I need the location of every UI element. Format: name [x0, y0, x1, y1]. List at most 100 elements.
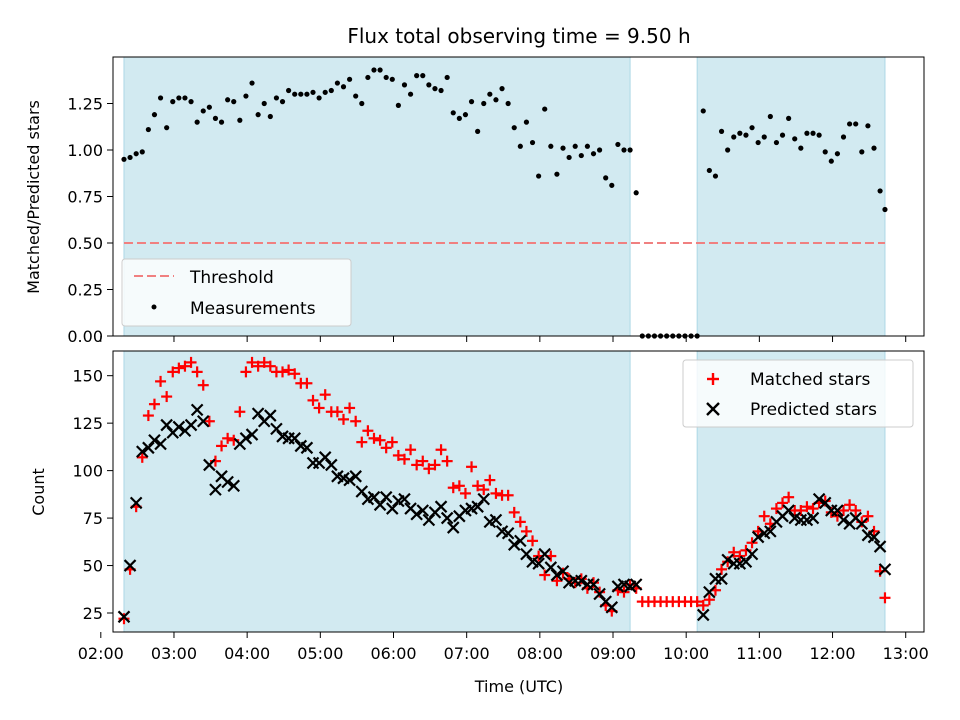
- measurement-point: [164, 125, 170, 131]
- shaded-interval-0: [123, 350, 631, 633]
- matched-star-point: [136, 451, 148, 463]
- matched-star-point: [240, 366, 252, 378]
- predicted-star-point: [117, 610, 131, 624]
- matched-star-point: [234, 406, 246, 418]
- measurement-point: [395, 102, 401, 108]
- bottom-legend: Matched stars Predicted stars: [682, 359, 914, 428]
- measurement-point: [286, 87, 292, 94]
- bottom-xtick-label: 05:00: [297, 644, 343, 663]
- matched-star-point: [514, 516, 526, 528]
- measurement-point: [871, 145, 877, 151]
- predicted-star-point: [751, 530, 765, 544]
- matched-star-point: [191, 366, 203, 378]
- matched-star-point: [539, 569, 551, 581]
- measurement-point: [353, 93, 359, 99]
- measurement-point: [731, 134, 737, 140]
- measurement-point: [139, 149, 145, 155]
- measurement-point: [389, 76, 395, 82]
- predicted-star-point: [221, 475, 234, 489]
- bottom-legend-box: [682, 359, 914, 428]
- matched-star-point: [155, 375, 167, 387]
- measurement-point: [273, 95, 280, 101]
- measurement-point: [481, 100, 487, 107]
- predicted-star-point: [129, 496, 143, 510]
- matched-star-point: [795, 504, 807, 516]
- predicted-star-point: [135, 445, 149, 458]
- matched-star-point: [466, 461, 478, 473]
- measurement-point: [438, 87, 444, 94]
- predicted-star-point: [446, 521, 460, 534]
- measurement-point: [578, 152, 584, 159]
- top-ytick-label: 0.75: [67, 188, 103, 207]
- measurement-point: [700, 108, 706, 114]
- matched-star-point: [148, 398, 160, 410]
- measurement-point: [718, 128, 725, 134]
- measurement-point: [328, 87, 334, 94]
- matched-star-point: [411, 459, 423, 471]
- matched-star-point: [838, 504, 850, 516]
- measurement-point: [133, 151, 139, 157]
- matched-star-point: [484, 474, 496, 486]
- measurement-point: [487, 91, 493, 97]
- bottom-xtick-label: 12:00: [809, 644, 855, 663]
- predicted-star-point: [764, 525, 777, 538]
- matched-star-point: [502, 489, 514, 501]
- matched-star-point: [142, 410, 154, 422]
- measurement-point: [523, 119, 530, 125]
- measurement-point: [206, 104, 212, 110]
- predicted-star-point: [550, 568, 564, 582]
- predicted-star-point: [325, 458, 338, 472]
- measurement-point: [779, 132, 786, 138]
- matched-star-point: [734, 550, 746, 562]
- matched-star-point: [167, 366, 179, 378]
- measurement-point: [468, 99, 475, 105]
- predicted-star-point: [538, 547, 551, 561]
- bottom-xtick-label: 09:00: [590, 644, 636, 663]
- matched-star-point: [527, 535, 539, 547]
- measurement-point: [304, 91, 310, 97]
- measurement-point: [822, 149, 828, 155]
- predicted-star-point: [507, 538, 521, 551]
- predicted-star-point: [806, 511, 820, 525]
- matched-star-point: [691, 596, 703, 608]
- measurement-point: [554, 171, 560, 177]
- bottom-ytick-label: 100: [72, 462, 103, 481]
- measurement-point: [200, 108, 206, 114]
- measurement-point: [493, 97, 499, 103]
- matched-star-point: [398, 453, 410, 465]
- predicted-star-point: [587, 578, 600, 591]
- predicted-star-point: [300, 441, 314, 455]
- x-axis-label: Time (UTC): [474, 677, 563, 696]
- matched-star-point: [246, 356, 258, 368]
- matched-star-point: [405, 444, 417, 456]
- predicted-star-point: [410, 508, 423, 521]
- top-ytick-label: 0.25: [67, 281, 103, 300]
- predicted-star-point: [203, 458, 216, 472]
- measurement-point: [371, 67, 377, 73]
- top-y-axis-label: Matched/Predicted stars: [24, 100, 43, 294]
- predicted-star-point: [703, 585, 716, 599]
- matched-star-point: [594, 586, 606, 598]
- matched-star-point: [441, 455, 453, 467]
- measurement-point: [261, 100, 267, 107]
- measurement-point: [499, 86, 505, 92]
- matched-star-point: [758, 510, 770, 522]
- measurement-point: [804, 130, 810, 136]
- measurement-point: [334, 80, 340, 86]
- measurement-point: [170, 99, 176, 105]
- matched-star-point: [380, 442, 392, 454]
- shaded-interval-1: [696, 56, 886, 337]
- bottom-xtick-label: 08:00: [517, 644, 563, 663]
- predicted-star-point: [184, 418, 198, 432]
- predicted-legend-label: Predicted stars: [750, 400, 877, 420]
- measurement-point: [426, 82, 432, 88]
- matched-star-point: [472, 480, 484, 492]
- matched-star-point: [386, 436, 398, 448]
- measurement-point: [725, 147, 731, 153]
- matched-star-point: [173, 362, 185, 374]
- bottom-xtick-label: 02:00: [78, 644, 124, 663]
- measurement-point: [597, 147, 603, 153]
- measurement-point: [298, 91, 304, 97]
- predicted-star-point: [696, 608, 710, 622]
- matched-star-point: [447, 482, 459, 494]
